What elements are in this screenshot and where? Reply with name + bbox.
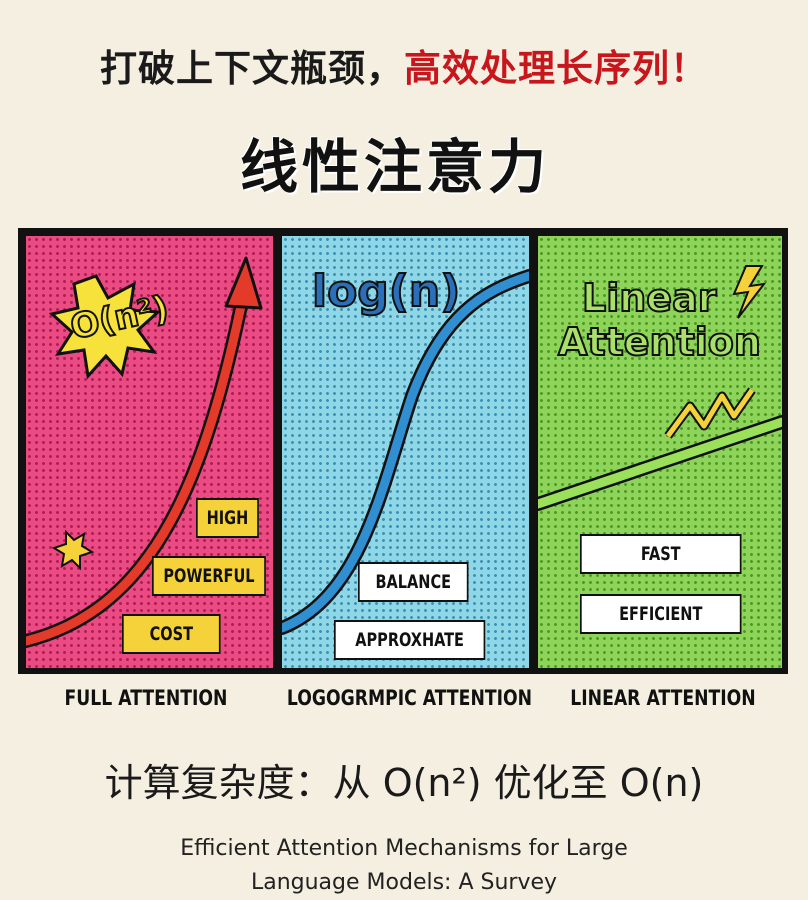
caption-linear-attention: LINEAR ATTENTION — [570, 686, 756, 710]
comparison-panels: O(n²) HIGH POWERFUL COST log(n) BALANCE … — [18, 228, 788, 674]
caption-full-attention: FULL ATTENTION — [64, 686, 228, 710]
source-caption: Efficient Attention Mechanisms for Large… — [0, 832, 808, 900]
logarithmic-attention-illustration — [282, 269, 529, 635]
tag-high: HIGH — [196, 498, 259, 538]
arrow-head-icon — [224, 256, 263, 310]
source-caption-line2: Language Models: A Survey — [250, 870, 558, 895]
panel-linear-attention: Linear Attention FAST EFFICIENT — [538, 236, 782, 668]
tag-cost: COST — [122, 614, 221, 654]
tag-fast: FAST — [580, 534, 742, 574]
starburst-icon — [48, 274, 162, 380]
full-attention-illustration — [26, 256, 263, 648]
panel-logarithmic-attention: log(n) BALANCE APPROXHATE — [282, 236, 529, 668]
tag-efficient: EFFICIENT — [580, 594, 742, 634]
linear-attention-illustration — [538, 265, 782, 511]
headline-part2: 高效处理长序列！ — [404, 47, 708, 90]
source-caption-line1: Efficient Attention Mechanisms for Large — [180, 836, 628, 861]
headline: 打破上下文瓶颈，高效处理长序列！ — [0, 38, 808, 92]
page-title: 线性注意力 — [239, 133, 550, 201]
complexity-label-log: log(n) — [311, 265, 461, 318]
caption-logarithmic-attention: LOGOGRMPIC ATTENTION — [286, 686, 533, 710]
lightning-icon — [732, 265, 767, 319]
complexity-label-linear-line2: Attention — [557, 319, 762, 365]
complexity-label-linear-line1: Linear — [581, 275, 717, 321]
tag-approximate: APPROXHATE — [334, 620, 486, 660]
panel-captions: FULL ATTENTION LOGOGRMPIC ATTENTION LINE… — [0, 686, 808, 716]
panel-full-attention: O(n²) HIGH POWERFUL COST — [26, 236, 273, 668]
headline-part1: 打破上下文瓶颈， — [100, 47, 404, 90]
tag-powerful: POWERFUL — [152, 556, 266, 596]
small-burst-icon — [51, 529, 95, 571]
tag-balance: BALANCE — [358, 562, 469, 602]
complexity-statement: 计算复杂度：从 O(n²) 优化至 O(n) — [104, 761, 704, 805]
